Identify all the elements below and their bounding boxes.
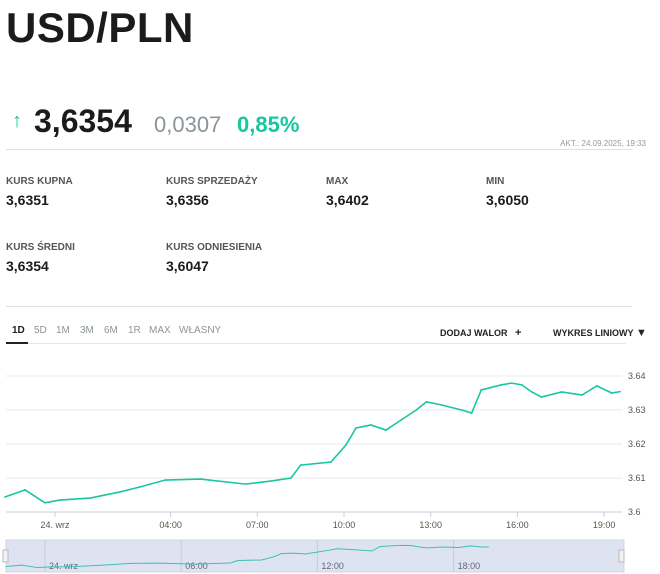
data-point	[299, 464, 302, 466]
data-point	[4, 496, 6, 498]
stat-value: 3,6351	[6, 192, 49, 208]
tab-custom[interactable]: WŁASNY	[179, 325, 222, 336]
stat-sell: KURS SPRZEDAŻY 3,6356	[166, 176, 258, 208]
data-point	[164, 479, 167, 481]
tab-1d[interactable]: 1D	[12, 325, 25, 336]
navigator-handle-left[interactable]	[2, 549, 9, 563]
data-point	[619, 390, 621, 393]
divider	[6, 306, 632, 307]
data-point	[345, 444, 347, 446]
stat-value: 3,6402	[326, 192, 369, 208]
page-title: USD/PLN	[6, 4, 194, 51]
y-tick-label: 3.63	[628, 405, 646, 415]
data-point	[199, 478, 202, 480]
stat-label: MAX	[326, 176, 349, 187]
data-point	[290, 477, 292, 479]
data-point	[596, 385, 598, 387]
navigator-tick-label: 24. wrz	[49, 561, 79, 571]
navigator-handle-right[interactable]	[618, 549, 625, 563]
y-tick-label: 3.6	[628, 507, 641, 517]
data-point	[470, 412, 473, 414]
price-line	[4, 382, 621, 504]
stat-label: KURS KUPNA	[6, 176, 73, 187]
data-point	[330, 461, 332, 463]
last-updated: AKT.: 24.09.2025, 19:33	[560, 139, 646, 148]
chart-type-label: WYKRES LINIOWY	[553, 328, 634, 338]
data-point	[119, 491, 121, 493]
data-point	[520, 384, 523, 386]
current-price: 3,6354	[34, 103, 132, 139]
chart-type-dropdown[interactable]: WYKRES LINIOWY ▼	[553, 327, 647, 339]
navigator-tick-label: 06:00	[185, 561, 208, 571]
y-tick-label: 3.61	[628, 473, 646, 483]
navigator-tick-label: 12:00	[321, 561, 344, 571]
navigator-line	[5, 544, 489, 569]
data-point	[500, 384, 503, 386]
x-tick-label: 13:00	[419, 520, 442, 530]
data-point	[24, 489, 26, 491]
tab-1m[interactable]: 1M	[56, 325, 70, 336]
add-asset-label: DODAJ WALOR	[440, 328, 508, 338]
divider	[6, 149, 632, 150]
stat-average: KURS ŚREDNI 3,6354	[6, 242, 75, 274]
x-tick-label: 24. wrz	[40, 520, 70, 530]
data-point	[611, 392, 613, 394]
price-chart[interactable]: 3.64 3.63 3.62 3.61 3.6 24. wrz 04:00 07:00 10:0…	[0, 345, 660, 574]
stat-value: 3,6354	[6, 258, 49, 274]
tab-max[interactable]: MAX	[149, 325, 171, 336]
data-point	[400, 419, 403, 421]
stat-buy: KURS KUPNA 3,6351	[6, 176, 73, 208]
data-point	[89, 497, 91, 499]
x-tick-label: 19:00	[593, 520, 616, 530]
data-point	[425, 401, 428, 403]
data-point	[531, 391, 533, 393]
data-point	[560, 391, 563, 393]
data-point	[370, 424, 372, 426]
stat-label: MIN	[486, 176, 505, 187]
stat-value: 3,6050	[486, 192, 529, 208]
data-point	[440, 404, 443, 406]
tab-3m[interactable]: 3M	[80, 325, 94, 336]
stat-label: KURS SPRZEDAŻY	[166, 176, 258, 187]
data-point	[385, 429, 387, 431]
x-tick-label: 07:00	[246, 520, 269, 530]
data-point	[480, 389, 483, 391]
tab-6m[interactable]: 6M	[104, 325, 118, 336]
tab-1r[interactable]: 1R	[128, 325, 141, 336]
data-point	[581, 394, 583, 396]
data-point	[269, 480, 272, 482]
x-tick-label: 16:00	[506, 520, 529, 530]
data-point	[510, 382, 513, 384]
x-tick-label: 04:00	[159, 520, 182, 530]
x-tick-label: 10:00	[333, 520, 356, 530]
stat-label: KURS ODNIESIENIA	[166, 242, 263, 253]
navigator-tick-label: 18:00	[458, 561, 481, 571]
navigator-range	[5, 539, 625, 573]
data-point	[59, 499, 61, 501]
stat-label: KURS ŚREDNI	[6, 242, 75, 253]
y-tick-label: 3.64	[628, 371, 646, 381]
data-point	[244, 483, 247, 485]
y-tick-label: 3.62	[628, 439, 646, 449]
stat-reference: KURS ODNIESIENIA 3,6047	[166, 242, 262, 274]
data-point	[44, 502, 46, 504]
arrow-up-icon: ↑	[12, 110, 22, 132]
triangle-down-icon: ▼	[636, 327, 647, 339]
data-point	[139, 486, 142, 488]
add-asset-button[interactable]: DODAJ WALOR +	[440, 327, 521, 339]
price-change-percent: 0,85%	[237, 112, 300, 137]
stat-min: MIN 3,6050	[486, 176, 529, 208]
stat-max: MAX 3,6402	[326, 176, 369, 208]
plus-icon: +	[515, 327, 522, 339]
data-point	[355, 427, 357, 429]
tabs-divider	[6, 343, 626, 344]
data-point	[540, 396, 543, 398]
tab-5d[interactable]: 5D	[34, 325, 47, 336]
stat-value: 3,6047	[166, 258, 209, 274]
data-point	[460, 409, 463, 411]
data-point	[415, 409, 418, 411]
stat-value: 3,6356	[166, 192, 209, 208]
price-change: 0,0307	[154, 112, 222, 137]
active-tab-indicator	[6, 342, 28, 344]
